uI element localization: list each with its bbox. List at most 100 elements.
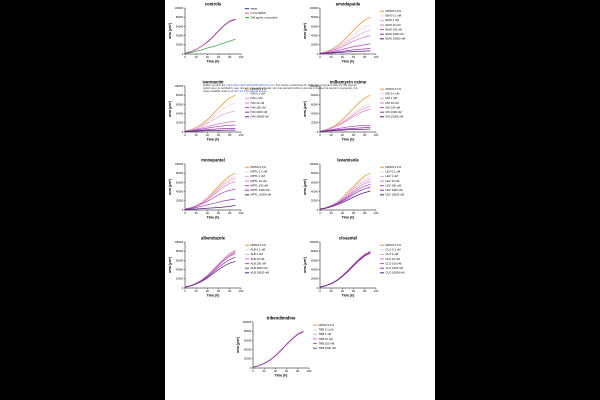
legend-label: IVM 10 nM xyxy=(251,101,265,105)
x-tick-label: 40 xyxy=(273,369,277,373)
y-tick-label: 40000 xyxy=(176,268,184,272)
y-tick-label: 80000 xyxy=(176,93,184,97)
banner-line-3-rest: . xyxy=(266,90,268,94)
chart-title: albendazole xyxy=(201,236,226,241)
y-axis-label: area (µm²) xyxy=(168,101,172,117)
x-tick-label: 20 xyxy=(195,133,199,137)
x-tick-label: 60 xyxy=(217,289,221,293)
chart-tribendimidine: tribendimidine 0 20000 40000 60000 80000 10000… xyxy=(236,316,336,378)
legend-label: MO 1000 nM xyxy=(386,110,403,114)
y-tick-label: 20000 xyxy=(311,199,319,203)
banner-line-3-prefix: made available under a xyxy=(203,90,231,94)
legend-label: TRB 1000 nM xyxy=(318,346,336,350)
y-tick-label: 80000 xyxy=(311,93,319,97)
x-tick-label: 0 xyxy=(184,133,186,137)
series-line xyxy=(252,331,304,368)
x-tick-label: 80 xyxy=(363,133,367,137)
x-axis-label: Time (h) xyxy=(342,60,355,64)
x-tick-label: 40 xyxy=(206,133,210,137)
x-tick-label: 40 xyxy=(341,289,345,293)
x-tick-label: 0 xyxy=(319,133,321,137)
legend-label: EMO 100 nM xyxy=(386,27,403,31)
legend-label: 100 µg/mL oxycycline xyxy=(251,15,278,19)
legend-label: DMSO 0.1% xyxy=(251,87,267,91)
y-tick-label: 100000 xyxy=(310,84,319,88)
legend-label: DMSO 0.1% xyxy=(386,243,402,247)
legend-label: CLO 1 nM xyxy=(386,252,399,256)
series-line xyxy=(184,38,236,54)
y-axis-label: area (µm²) xyxy=(303,101,307,117)
x-tick-label: 0 xyxy=(319,211,321,215)
legend-label: TRB 1 nM xyxy=(318,332,331,336)
legend-label: LEV 1 nM xyxy=(386,174,399,178)
series-line xyxy=(319,124,371,132)
legend-label: MPTL 0.1 nM xyxy=(251,170,268,174)
legend-label: IVM 1000 nM xyxy=(251,110,268,114)
y-tick-label: 0 xyxy=(249,366,251,370)
legend-label: EMO 0.1 nM xyxy=(386,14,402,18)
legend-label: water xyxy=(251,7,258,11)
y-tick-label: 0 xyxy=(182,208,184,212)
doi-link[interactable]: https://doi.org/10.1101/2020.08.19.xxxxx… xyxy=(226,84,275,87)
legend-label: LEV 1000 nM xyxy=(386,188,404,192)
legend-label: MPTL 10 nM xyxy=(251,179,268,183)
y-tick-label: 0 xyxy=(182,130,184,134)
y-tick-label: 0 xyxy=(317,286,319,290)
series-line xyxy=(252,330,304,368)
license-link[interactable]: CC-BY 4.0 International license xyxy=(230,90,267,94)
y-tick-label: 40000 xyxy=(176,190,184,194)
x-tick-label: 100 xyxy=(374,211,379,215)
x-tick-label: 80 xyxy=(228,289,232,293)
y-tick-label: 60000 xyxy=(243,338,251,342)
legend-label: LEV 100 nM xyxy=(386,183,402,187)
x-tick-label: 100 xyxy=(374,289,379,293)
y-tick-label: 40000 xyxy=(311,34,319,38)
legend-label: MO 10 nM xyxy=(386,101,400,105)
y-tick-label: 0 xyxy=(317,130,319,134)
series-line xyxy=(184,205,236,210)
x-tick-label: 80 xyxy=(228,211,232,215)
y-tick-label: 100000 xyxy=(175,84,184,88)
x-tick-label: 100 xyxy=(239,289,244,293)
y-axis-label: area (µm²) xyxy=(168,179,172,195)
series-line xyxy=(319,172,371,210)
banner-line-3: made available under a CC-BY 4.0 Interna… xyxy=(203,90,393,93)
series-line xyxy=(319,16,371,54)
chart-title: tribendimidine xyxy=(266,316,296,321)
chart-title: emodepside xyxy=(336,2,361,7)
legend-label: LEV 10000 nM xyxy=(386,193,405,197)
y-tick-label: 100000 xyxy=(175,240,184,244)
x-axis-label: Time (h) xyxy=(207,60,220,64)
y-tick-label: 100000 xyxy=(310,240,319,244)
legend-label: DMSO 0.1% xyxy=(386,9,402,13)
legend-label: LEV 0.1 nM xyxy=(386,170,401,174)
legend-label: IVM 100 nM xyxy=(251,105,267,109)
y-tick-label: 60000 xyxy=(176,102,184,106)
legend-label: IVM 10000 nM xyxy=(251,115,270,119)
x-axis-label: Time (h) xyxy=(207,216,220,220)
x-tick-label: 80 xyxy=(228,133,232,137)
legend-label: IVM 0.1 nM xyxy=(251,92,266,96)
x-tick-label: 0 xyxy=(184,55,186,59)
series-line xyxy=(184,260,236,288)
series-line xyxy=(319,35,371,54)
legend-label: ALB 1000 nM xyxy=(251,266,269,270)
x-tick-label: 40 xyxy=(341,55,345,59)
y-axis-label: area (µm²) xyxy=(168,23,172,39)
series-line xyxy=(319,103,371,132)
x-tick-label: 40 xyxy=(341,133,345,137)
y-tick-label: 20000 xyxy=(311,277,319,281)
series-line xyxy=(319,178,371,210)
y-tick-label: 60000 xyxy=(311,180,319,184)
series-line xyxy=(184,198,236,210)
banner-line-1-prefix: bioRxiv preprint doi: xyxy=(203,84,227,87)
y-tick-label: 60000 xyxy=(176,258,184,262)
legend-label: CLO 1000 nM xyxy=(386,266,404,270)
x-tick-label: 40 xyxy=(206,289,210,293)
y-tick-label: 80000 xyxy=(176,15,184,19)
